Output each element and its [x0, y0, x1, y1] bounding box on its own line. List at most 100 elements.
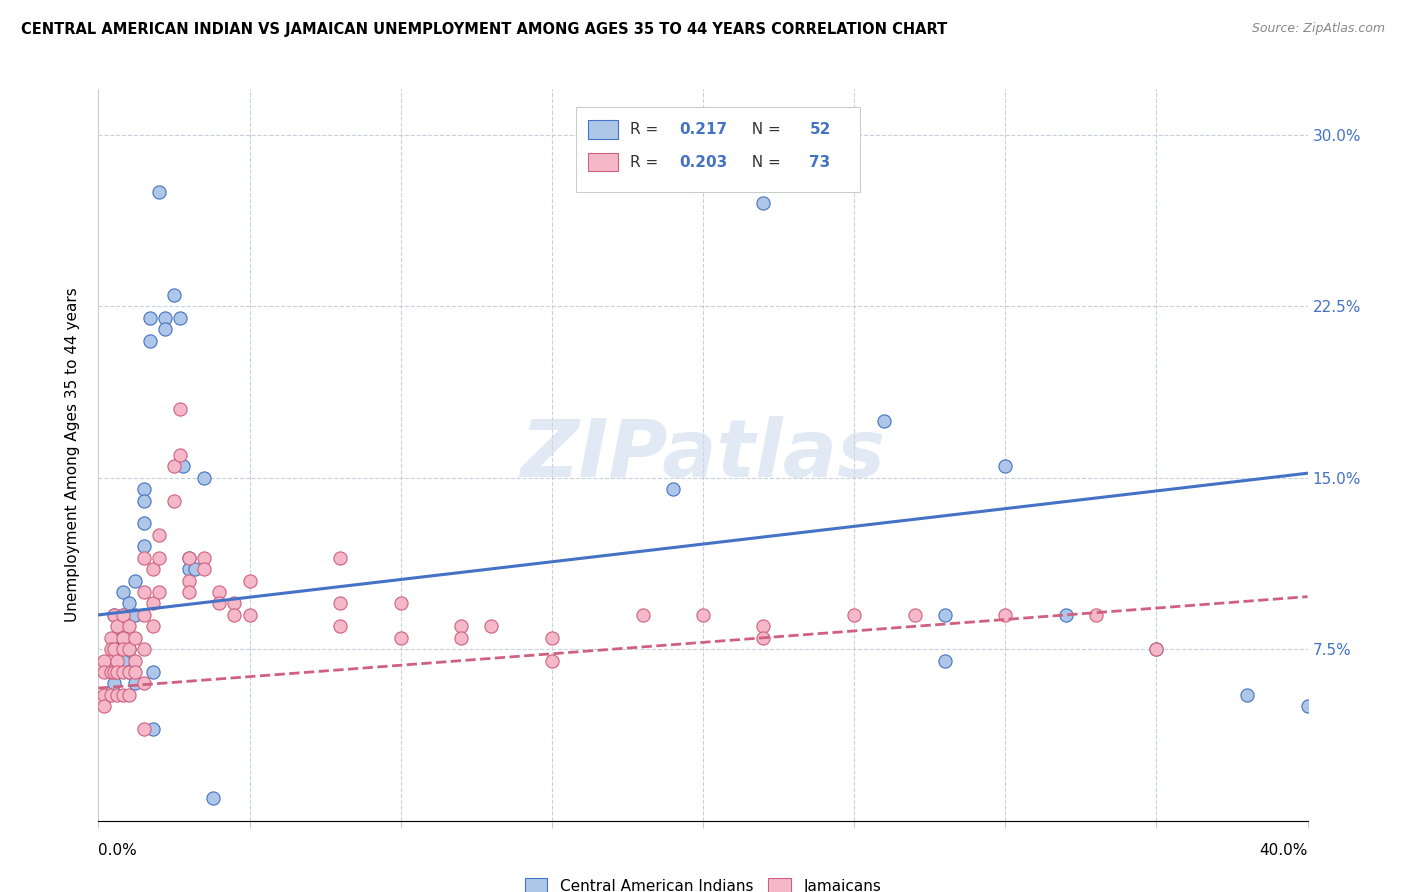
Text: CENTRAL AMERICAN INDIAN VS JAMAICAN UNEMPLOYMENT AMONG AGES 35 TO 44 YEARS CORRE: CENTRAL AMERICAN INDIAN VS JAMAICAN UNEM… [21, 22, 948, 37]
Point [1236, 688, 1258, 702]
Point [148, 528, 170, 542]
Point [540, 631, 562, 645]
Point [105, 688, 128, 702]
Point [118, 642, 141, 657]
Y-axis label: Unemployment Among Ages 35 to 44 years: Unemployment Among Ages 35 to 44 years [65, 287, 80, 623]
Point [103, 642, 125, 657]
Point [111, 665, 134, 679]
Point [124, 654, 146, 668]
Point [132, 642, 155, 657]
Point [179, 585, 201, 599]
Point [139, 310, 162, 325]
Text: 73: 73 [810, 155, 831, 169]
Text: 0.0%: 0.0% [98, 843, 138, 858]
Text: ZIPatlas: ZIPatlas [520, 416, 886, 494]
Point [153, 322, 176, 336]
Point [142, 619, 165, 633]
Point [450, 631, 472, 645]
Point [142, 597, 165, 611]
Point [142, 665, 165, 679]
Point [111, 607, 134, 622]
Point [169, 402, 191, 417]
Point [179, 574, 201, 588]
Point [389, 631, 412, 645]
Point [124, 607, 146, 622]
Point [224, 597, 246, 611]
Point [389, 597, 412, 611]
Point [208, 585, 231, 599]
Point [111, 642, 134, 657]
Point [329, 550, 352, 565]
Point [118, 665, 141, 679]
Point [631, 607, 654, 622]
Text: R =: R = [630, 122, 664, 137]
Point [103, 665, 125, 679]
Point [1054, 607, 1077, 622]
Point [329, 597, 352, 611]
Point [752, 196, 775, 211]
Point [105, 619, 128, 633]
Point [224, 607, 246, 622]
Text: R =: R = [630, 155, 664, 169]
Point [103, 676, 125, 690]
Point [118, 665, 141, 679]
Point [994, 607, 1017, 622]
Point [111, 585, 134, 599]
Text: N =: N = [742, 155, 786, 169]
Point [163, 493, 186, 508]
Point [540, 654, 562, 668]
Point [132, 516, 155, 531]
Point [184, 562, 207, 576]
Point [844, 607, 866, 622]
Point [179, 562, 201, 576]
Point [239, 607, 262, 622]
Point [118, 619, 141, 633]
Point [873, 414, 896, 428]
Point [481, 619, 503, 633]
Point [111, 631, 134, 645]
Point [111, 607, 134, 622]
Point [132, 676, 155, 690]
Point [93, 699, 115, 714]
Point [329, 619, 352, 633]
Text: Source: ZipAtlas.com: Source: ZipAtlas.com [1251, 22, 1385, 36]
Point [105, 654, 128, 668]
Text: 40.0%: 40.0% [1260, 843, 1308, 858]
Text: 0.217: 0.217 [679, 122, 727, 137]
Point [132, 482, 155, 496]
Point [208, 597, 231, 611]
Point [118, 688, 141, 702]
Point [1144, 642, 1167, 657]
Point [169, 310, 191, 325]
Point [193, 562, 215, 576]
Text: N =: N = [742, 122, 786, 137]
Text: 52: 52 [810, 122, 831, 137]
Point [132, 539, 155, 553]
Point [1144, 642, 1167, 657]
Point [752, 619, 775, 633]
Point [132, 550, 155, 565]
Point [934, 607, 956, 622]
Point [904, 607, 927, 622]
Point [179, 550, 201, 565]
Point [752, 631, 775, 645]
Point [153, 310, 176, 325]
Point [163, 288, 186, 302]
Point [148, 585, 170, 599]
Point [105, 665, 128, 679]
Bar [588, 153, 619, 171]
Point [103, 631, 125, 645]
Point [172, 459, 194, 474]
Point [450, 619, 472, 633]
Point [1085, 607, 1108, 622]
Point [111, 631, 134, 645]
Point [142, 723, 165, 737]
Point [124, 574, 146, 588]
Point [148, 185, 170, 199]
Point [103, 607, 125, 622]
Point [662, 482, 685, 496]
Point [132, 493, 155, 508]
Point [132, 607, 155, 622]
Point [103, 642, 125, 657]
Point [100, 688, 122, 702]
